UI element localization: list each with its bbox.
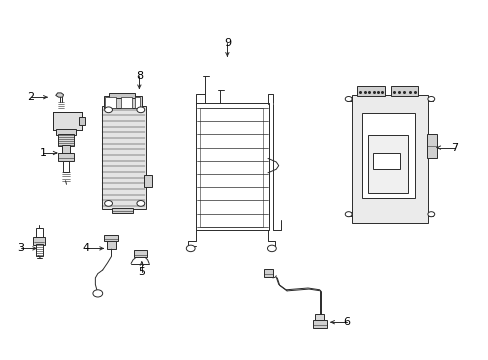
Circle shape (93, 290, 102, 297)
Bar (105, 97, 116, 108)
Bar (315, 314, 324, 320)
Bar (104, 235, 118, 241)
Bar (62, 161, 69, 172)
Bar (108, 93, 135, 98)
Circle shape (345, 212, 351, 217)
Bar (426, 134, 436, 158)
Bar (312, 320, 326, 328)
Circle shape (427, 212, 434, 217)
Bar (390, 86, 417, 96)
Text: 9: 9 (224, 38, 230, 48)
Text: 3: 3 (18, 243, 24, 253)
Bar (264, 269, 272, 277)
Bar (367, 135, 407, 193)
Text: 6: 6 (343, 317, 350, 327)
Bar (106, 240, 116, 249)
Circle shape (186, 245, 195, 252)
Text: 1: 1 (40, 148, 46, 158)
Circle shape (104, 107, 112, 113)
Bar (356, 86, 385, 96)
Bar (200, 108, 263, 227)
Circle shape (345, 96, 351, 102)
Circle shape (104, 201, 112, 206)
Text: 7: 7 (450, 143, 457, 153)
Bar (79, 117, 85, 125)
Circle shape (137, 107, 144, 113)
Bar (104, 96, 142, 108)
Bar (36, 228, 43, 238)
Text: 8: 8 (136, 71, 142, 81)
Bar (58, 134, 74, 146)
Bar (361, 113, 414, 198)
Text: 4: 4 (82, 243, 89, 253)
Bar (58, 153, 74, 161)
Bar (135, 97, 140, 108)
Text: 2: 2 (27, 92, 34, 102)
Bar (61, 145, 70, 154)
Bar (36, 244, 43, 256)
Bar (121, 97, 131, 108)
Bar (134, 250, 146, 257)
Circle shape (267, 245, 276, 252)
Bar (195, 103, 268, 230)
Bar (144, 175, 151, 187)
Bar (351, 95, 427, 223)
Bar (33, 237, 45, 245)
Bar (102, 106, 145, 209)
Bar (56, 129, 76, 135)
Circle shape (427, 96, 434, 102)
Circle shape (137, 201, 144, 206)
Bar (53, 112, 82, 130)
Polygon shape (56, 93, 63, 97)
Bar (372, 153, 399, 169)
Text: 5: 5 (138, 267, 145, 277)
Bar (112, 208, 133, 213)
